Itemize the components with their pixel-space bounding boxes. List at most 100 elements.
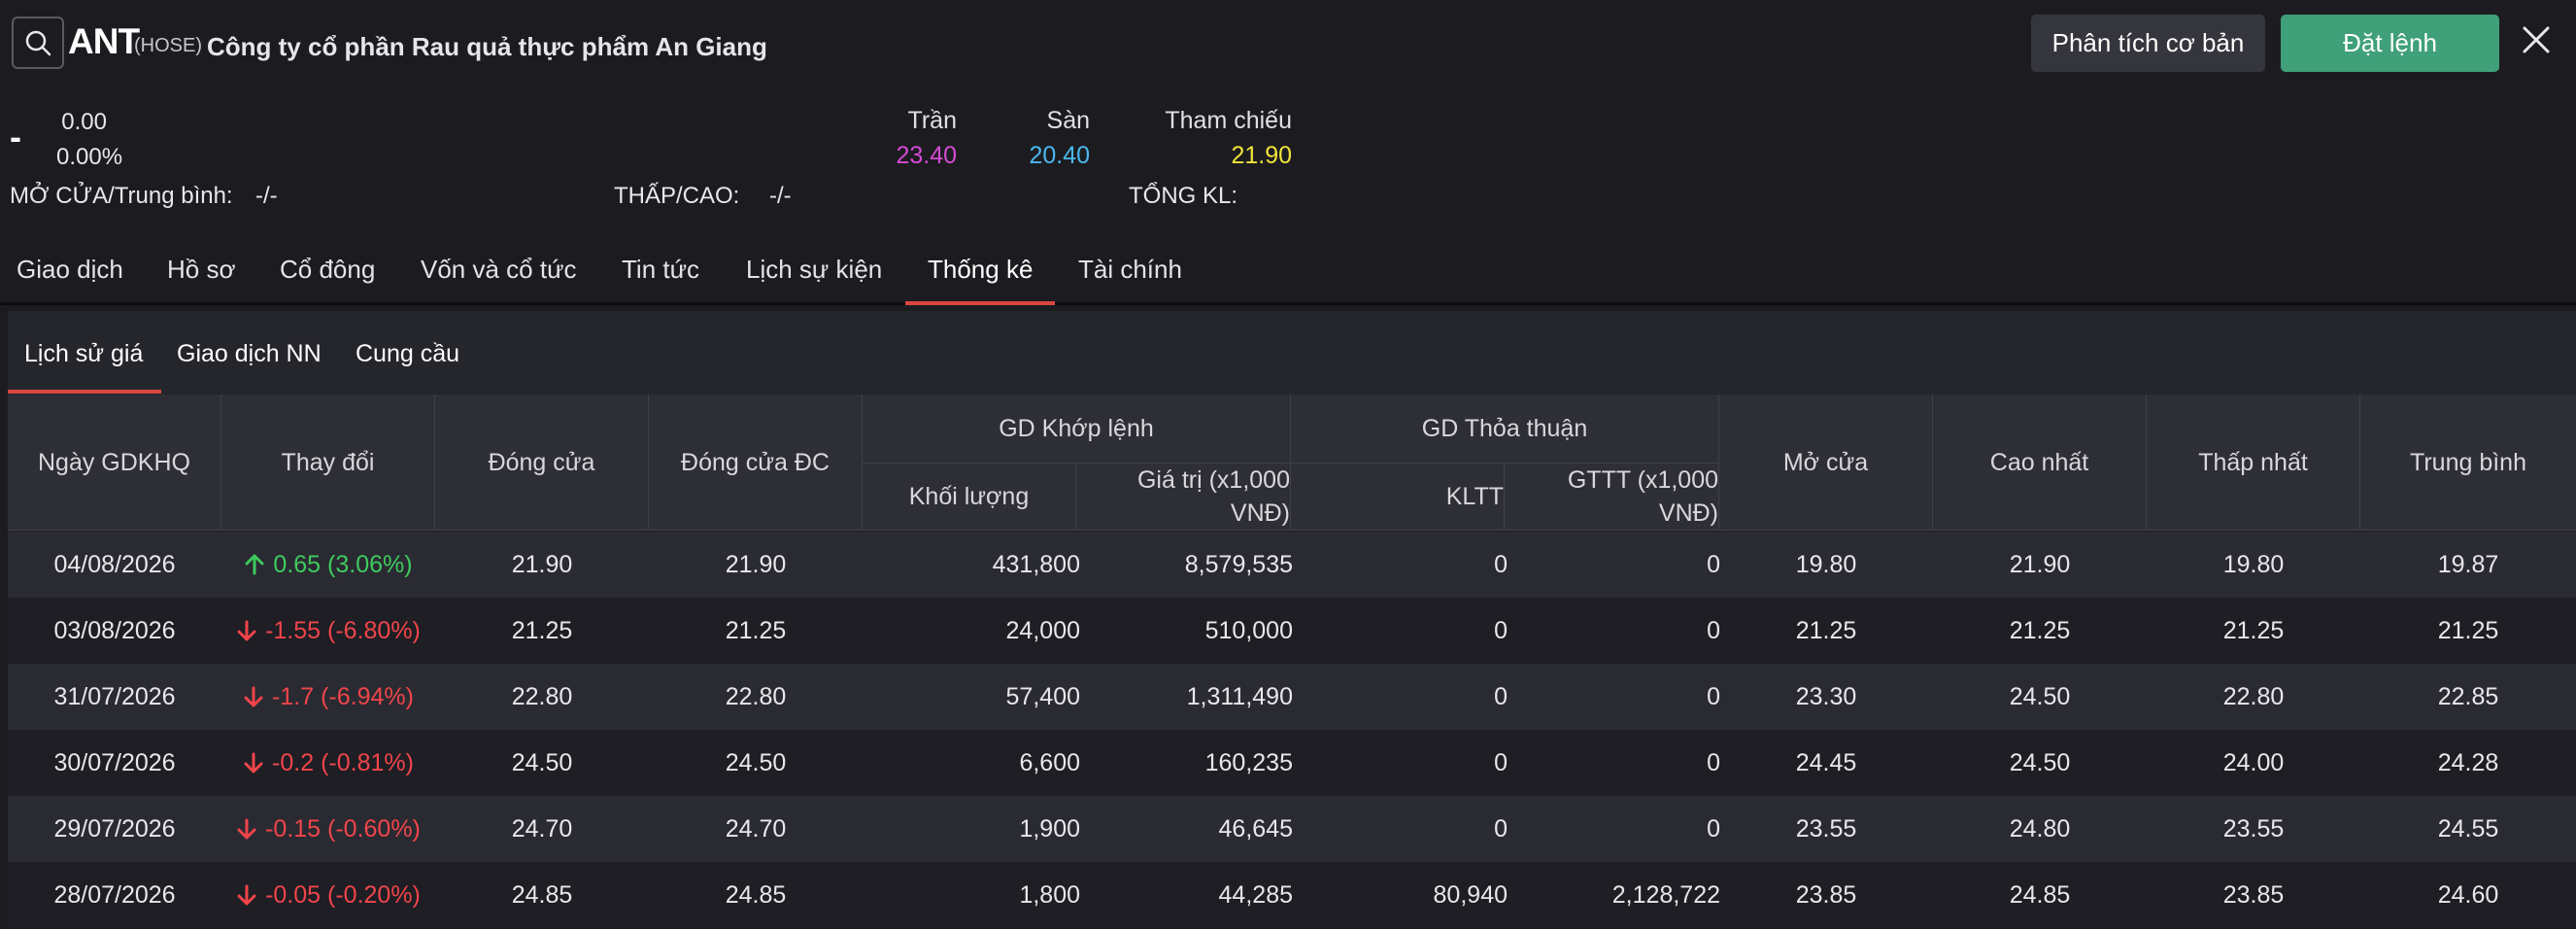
search-button[interactable]	[12, 17, 64, 69]
tab-shareholders[interactable]: Cổ đông	[280, 255, 376, 284]
header-change: Thay đổi	[221, 395, 435, 531]
table-row[interactable]: 03/08/2026 -1.55 (-6.80%) 21.25 21.25 24,000…	[8, 598, 2576, 664]
tab-financials[interactable]: Tài chính	[1078, 255, 1182, 284]
header-low: Thấp nhất	[2147, 395, 2360, 531]
tab-news[interactable]: Tin tức	[622, 255, 700, 284]
cell-high: 21.25	[2009, 616, 2071, 644]
open-avg-label: MỞ CỬA/Trung bình:	[10, 183, 233, 209]
cell-change: -0.2 (-0.81%)	[221, 730, 435, 796]
cell-value: 510,000	[1204, 616, 1293, 644]
low-high-value: -/-	[769, 183, 792, 209]
ceiling-value: 23.40	[896, 142, 957, 169]
cell-date: 29/07/2026	[53, 814, 176, 843]
tab-profile[interactable]: Hồ sơ	[167, 255, 236, 284]
search-icon	[25, 30, 51, 56]
cell-open: 23.30	[1795, 682, 1857, 710]
tab-events[interactable]: Lịch sự kiện	[746, 255, 883, 284]
table-row[interactable]: 31/07/2026 -1.7 (-6.94%) 22.80 22.80 57,400 1…	[8, 664, 2576, 730]
arrow-up-icon	[245, 554, 264, 575]
cell-low: 24.00	[2222, 748, 2285, 776]
arrow-down-icon	[244, 686, 263, 707]
company-name: Công ty cổ phần Rau quả thực phẩm An Gia…	[207, 32, 767, 61]
cell-date: 30/07/2026	[53, 748, 176, 776]
cell-kltt: 0	[1494, 616, 1508, 644]
change-percent: 0.00%	[56, 144, 123, 170]
header-volume: Khối lượng	[863, 463, 1076, 531]
ticker-symbol: ANT	[68, 21, 140, 61]
cell-kltt: 0	[1494, 682, 1508, 710]
header-deal-group: GD Thỏa thuận	[1291, 395, 1719, 463]
cell-high: 24.85	[2009, 880, 2071, 909]
change-text: -0.2 (-0.81%)	[272, 748, 414, 776]
header-average: Trung bình	[2410, 449, 2526, 476]
cell-low: 19.80	[2222, 550, 2285, 578]
cell-gttt: 2,128,722	[1611, 880, 1720, 909]
cell-volume: 1,800	[1019, 880, 1080, 909]
fundamental-analysis-button[interactable]: Phân tích cơ bản	[2031, 15, 2265, 72]
subtab-foreign-trading[interactable]: Giao dịch NN	[177, 340, 322, 367]
arrow-down-icon	[244, 752, 263, 774]
header-gttt: GTTT (x1,000 VNĐ)	[1505, 463, 1719, 531]
cell-change: -1.55 (-6.80%)	[221, 598, 435, 664]
place-order-button[interactable]: Đặt lệnh	[2281, 15, 2499, 72]
cell-close-adjusted: 22.80	[725, 682, 787, 710]
cell-kltt: 0	[1494, 814, 1508, 843]
cell-open: 21.25	[1795, 616, 1857, 644]
open-avg-value: -/-	[255, 183, 278, 209]
cell-close: 21.90	[511, 550, 573, 578]
table-row[interactable]: 04/08/2026 0.65 (3.06%) 21.90 21.90 431,800 8…	[8, 532, 2576, 598]
cell-volume: 431,800	[992, 550, 1080, 578]
cell-value: 160,235	[1204, 748, 1293, 776]
change-text: -1.55 (-6.80%)	[265, 616, 421, 644]
table-row[interactable]: 29/07/2026 -0.15 (-0.60%) 24.70 24.70 1,900 4…	[8, 796, 2576, 862]
header-close: Đóng cửa	[435, 395, 649, 531]
arrow-down-icon	[237, 884, 256, 906]
tab-capital-dividends[interactable]: Vốn và cổ tức	[421, 255, 577, 284]
price-placeholder: -	[10, 117, 21, 156]
cell-volume: 24,000	[1005, 616, 1080, 644]
header-matched-group: GD Khớp lệnh	[863, 395, 1291, 463]
arrow-down-icon	[237, 620, 256, 641]
exchange-label: (HOSE)	[134, 35, 202, 56]
cell-average: 22.85	[2437, 682, 2499, 710]
table-row[interactable]: 30/07/2026 -0.2 (-0.81%) 24.50 24.50 6,600 16…	[8, 730, 2576, 796]
cell-high: 24.50	[2009, 682, 2071, 710]
cell-value: 8,579,535	[1184, 550, 1293, 578]
subtab-price-history[interactable]: Lịch sử giá	[24, 340, 144, 367]
cell-close: 24.70	[511, 814, 573, 843]
cell-close: 24.50	[511, 748, 573, 776]
header-value: Giá trị (x1,000 VNĐ)	[1076, 463, 1291, 531]
header-open: Mở cửa	[1719, 395, 1933, 531]
close-button[interactable]	[2516, 19, 2557, 60]
cell-change: -1.7 (-6.94%)	[221, 664, 435, 730]
close-icon	[2523, 26, 2550, 53]
cell-average: 24.55	[2437, 814, 2499, 843]
header-close-adjusted: Đóng cửa ĐC	[649, 395, 863, 531]
cell-low: 21.25	[2222, 616, 2285, 644]
tab-trading[interactable]: Giao dịch	[17, 255, 123, 284]
cell-gttt: 0	[1707, 550, 1720, 578]
cell-close-adjusted: 21.25	[725, 616, 787, 644]
cell-value: 44,285	[1218, 880, 1293, 909]
cell-close-adjusted: 24.85	[725, 880, 787, 909]
total-volume-label: TỔNG KL:	[1129, 183, 1238, 209]
tab-statistics[interactable]: Thống kê	[928, 255, 1034, 284]
change-text: -0.05 (-0.20%)	[265, 880, 421, 909]
cell-change: -0.05 (-0.20%)	[221, 862, 435, 928]
cell-high: 24.80	[2009, 814, 2071, 843]
cell-gttt: 0	[1707, 616, 1720, 644]
cell-low: 23.85	[2222, 880, 2285, 909]
cell-kltt: 0	[1494, 550, 1508, 578]
table-row[interactable]: 28/07/2026 -0.05 (-0.20%) 24.85 24.85 1,800 4…	[8, 862, 2576, 928]
arrow-down-icon	[237, 818, 256, 840]
table-header: Ngày GDKHQ Thay đổi Đóng cửa Đóng cửa ĐC…	[8, 395, 2576, 531]
cell-high: 24.50	[2009, 748, 2071, 776]
subtab-supply-demand[interactable]: Cung cầu	[356, 340, 460, 367]
floor-price: Sàn 20.40	[1015, 103, 1090, 173]
cell-close-adjusted: 21.90	[725, 550, 787, 578]
ceiling-label: Trần	[907, 107, 957, 134]
cell-change: 0.65 (3.06%)	[221, 532, 435, 598]
header-date: Ngày GDKHQ	[8, 395, 221, 531]
cell-gttt: 0	[1707, 814, 1720, 843]
cell-close: 22.80	[511, 682, 573, 710]
